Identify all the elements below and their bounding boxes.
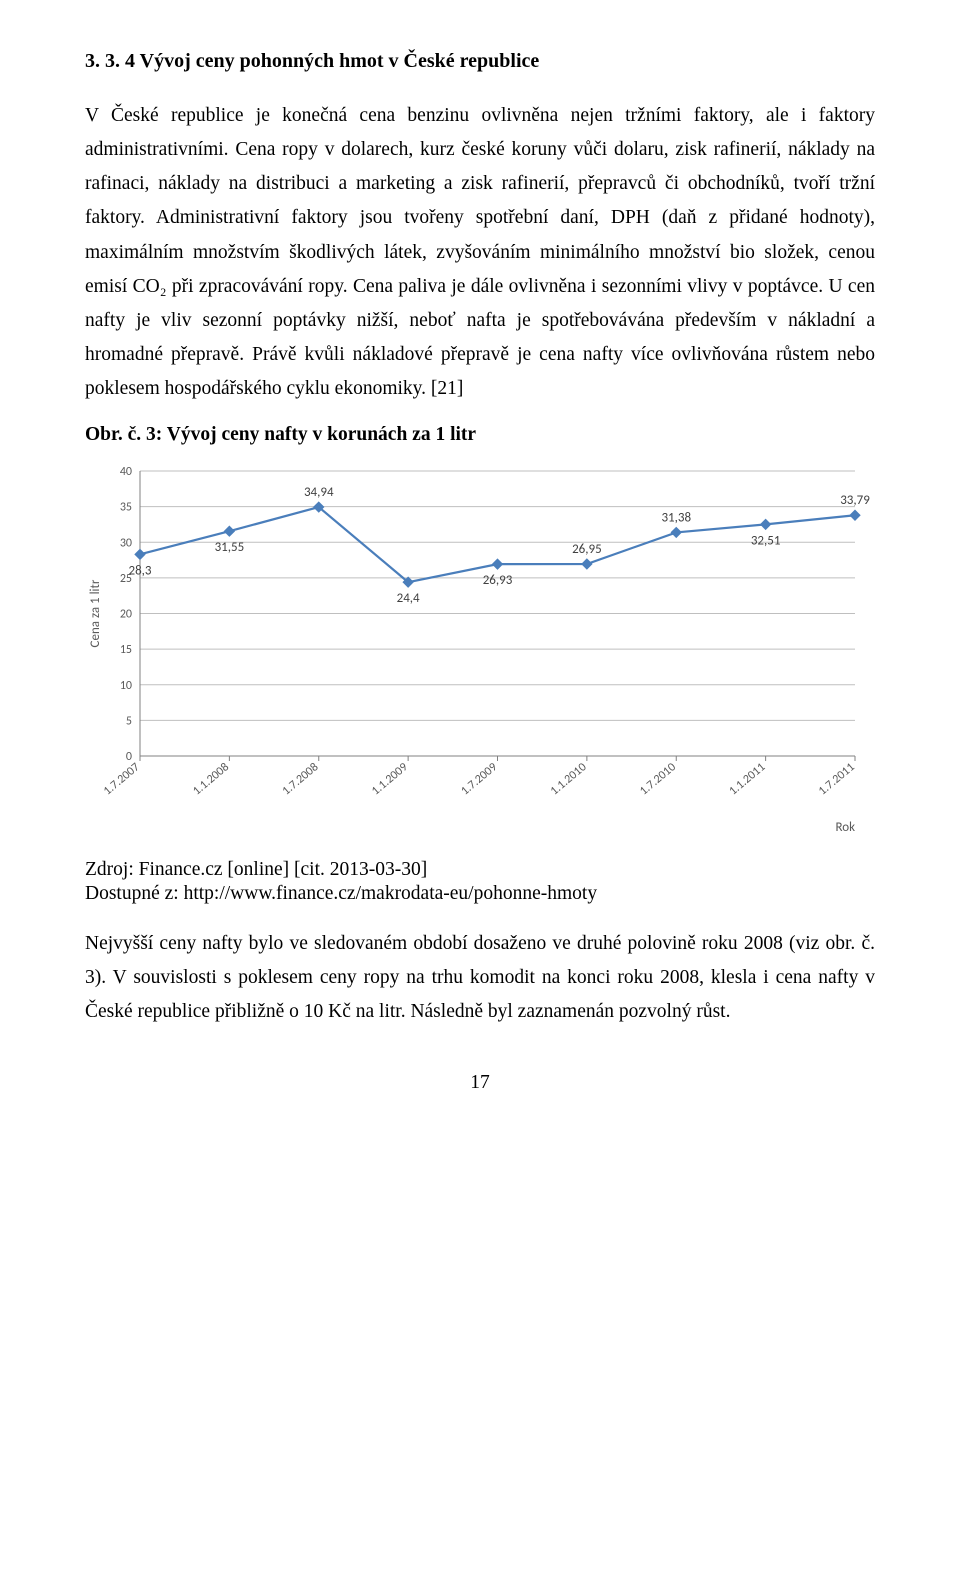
svg-text:28,3: 28,3: [128, 563, 151, 578]
svg-text:1.7.2009: 1.7.2009: [458, 760, 500, 798]
svg-text:34,94: 34,94: [304, 485, 334, 500]
svg-text:15: 15: [120, 643, 132, 657]
svg-text:1.1.2008: 1.1.2008: [190, 760, 232, 798]
svg-text:20: 20: [120, 608, 132, 622]
svg-text:26,95: 26,95: [572, 542, 602, 557]
paragraph-1: V České republice je konečná cena benzin…: [85, 99, 875, 406]
svg-text:26,93: 26,93: [483, 573, 513, 588]
svg-text:1.7.2010: 1.7.2010: [637, 760, 679, 798]
svg-text:31,38: 31,38: [661, 511, 691, 526]
svg-text:35: 35: [120, 501, 132, 515]
svg-text:30: 30: [120, 536, 132, 550]
svg-text:33,79: 33,79: [840, 493, 870, 508]
svg-text:32,51: 32,51: [751, 533, 781, 548]
svg-text:10: 10: [120, 679, 132, 693]
paragraph-2: Nejvyšší ceny nafty bylo ve sledovaném o…: [85, 927, 875, 1029]
svg-text:31,55: 31,55: [215, 540, 245, 555]
svg-text:1.7.2008: 1.7.2008: [280, 760, 322, 798]
svg-text:1.1.2009: 1.1.2009: [369, 760, 411, 798]
figure-source: Zdroj: Finance.cz [online] [cit. 2013-03…: [85, 859, 875, 881]
page-container: 3. 3. 4 Vývoj ceny pohonných hmot v Česk…: [0, 0, 960, 1134]
chart-container: 05101520253035401.7.20071.1.20081.7.2008…: [85, 456, 875, 851]
svg-text:1.1.2011: 1.1.2011: [727, 760, 769, 798]
svg-text:1.7.2007: 1.7.2007: [101, 760, 143, 798]
line-chart: 05101520253035401.7.20071.1.20081.7.2008…: [85, 456, 875, 851]
svg-text:5: 5: [126, 715, 132, 729]
svg-text:Cena za 1 litr: Cena za 1 litr: [88, 579, 103, 647]
svg-text:Rok: Rok: [835, 820, 855, 835]
svg-text:1.1.2010: 1.1.2010: [548, 760, 590, 798]
figure-url: Dostupné z: http://www.finance.cz/makrod…: [85, 883, 875, 905]
page-number: 17: [85, 1072, 875, 1094]
svg-text:24,4: 24,4: [397, 591, 420, 606]
section-heading: 3. 3. 4 Vývoj ceny pohonných hmot v Česk…: [85, 50, 875, 73]
svg-text:40: 40: [120, 465, 132, 479]
figure-heading: Obr. č. 3: Vývoj ceny nafty v korunách z…: [85, 424, 875, 446]
svg-text:1.7.2011: 1.7.2011: [816, 760, 858, 798]
